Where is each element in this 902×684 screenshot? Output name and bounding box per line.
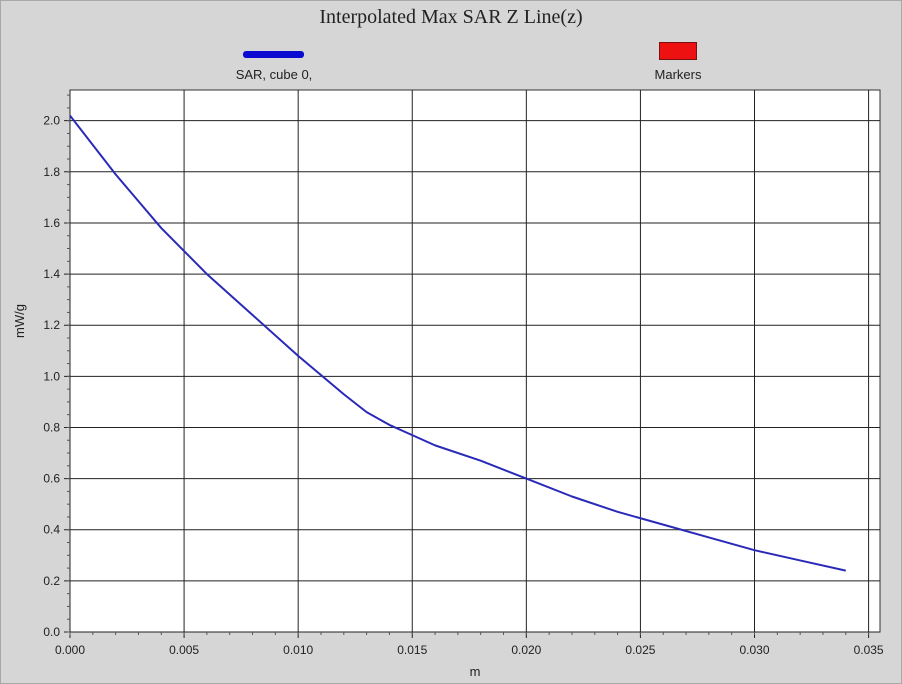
x-tick-label: 0.015 (397, 643, 427, 657)
y-tick-label: 1.4 (43, 267, 60, 281)
chart-title: Interpolated Max SAR Z Line(z) (319, 6, 583, 28)
y-axis-label: mW/g (12, 304, 27, 338)
x-tick-label: 0.010 (283, 643, 313, 657)
plot-area (69, 89, 881, 633)
y-tick-label: 0.4 (43, 523, 60, 537)
tick-labels: 0.000 0.005 0.010 0.015 0.020 0.025 0.030 0.035… (43, 114, 884, 657)
legend-swatch-sar (243, 51, 304, 58)
series-group (69, 114, 846, 572)
x-tick-label: 0.030 (739, 643, 769, 657)
series-line (69, 114, 846, 572)
y-tick-label: 1.0 (43, 369, 60, 383)
y-tick-label: 0.6 (43, 472, 60, 486)
y-tick-label: 0.0 (43, 625, 60, 639)
legend-label-sar: SAR, cube 0, (235, 67, 313, 82)
x-tick-label: 0.020 (511, 643, 541, 657)
minor-ticks (67, 94, 870, 635)
x-tick-label: 0.035 (854, 643, 884, 657)
legend-label-markers: Markers (654, 67, 702, 82)
y-tick-label: 1.2 (43, 318, 60, 332)
x-tick-label: 0.025 (625, 643, 655, 657)
y-tick-label: 0.8 (43, 420, 60, 434)
x-tick-label: 0.005 (169, 643, 199, 657)
x-tick-label: 0.000 (55, 643, 85, 657)
y-tick-label: 0.2 (43, 574, 60, 588)
y-tick-label: 1.8 (43, 165, 60, 179)
x-axis-label: m (470, 664, 481, 679)
y-tick-label: 1.6 (43, 216, 60, 230)
y-tick-label: 2.0 (43, 114, 60, 128)
legend-swatch-markers (659, 42, 697, 60)
